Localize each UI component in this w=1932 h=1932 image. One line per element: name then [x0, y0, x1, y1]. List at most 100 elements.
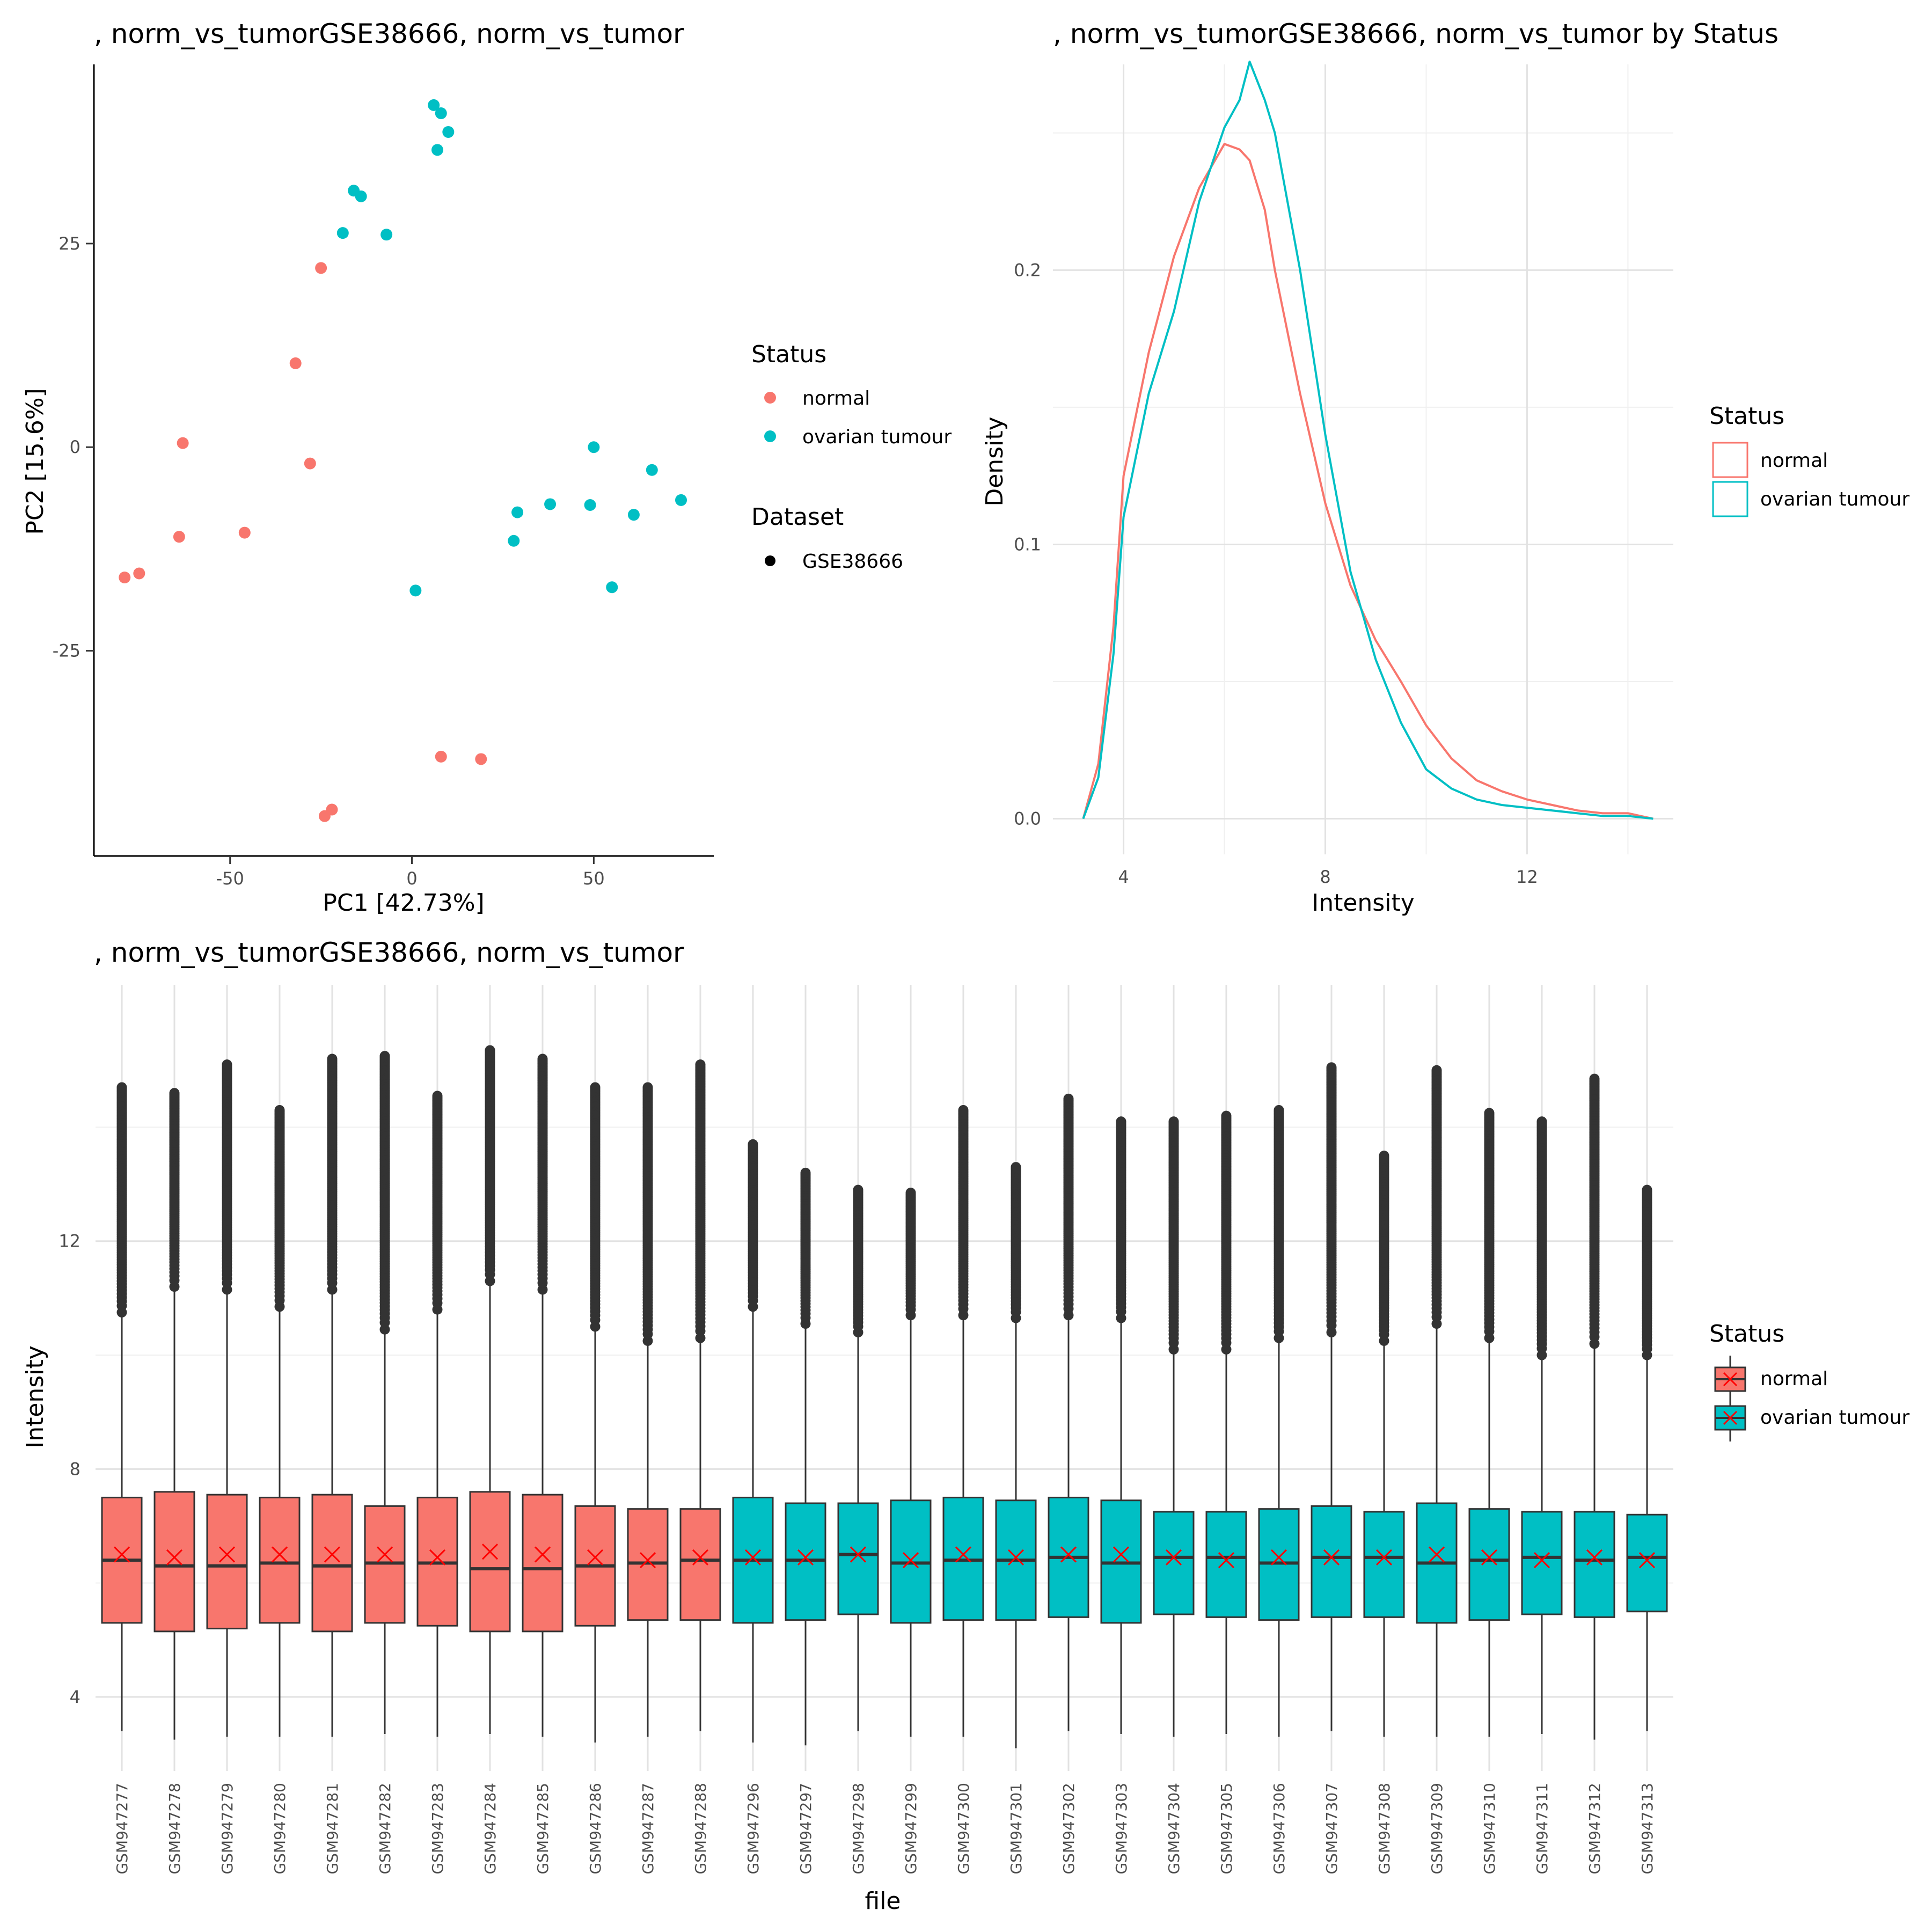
- pca-y-ticks: -25 0 25: [53, 233, 94, 661]
- box-outlier-point: [1589, 1073, 1600, 1084]
- box-outlier-point: [537, 1053, 548, 1064]
- box-gsm947296: [732, 1139, 774, 1743]
- box-outlier-point: [1484, 1108, 1495, 1118]
- box-mean-marker: [1270, 1549, 1287, 1565]
- boxplot-x-tick-label: GSM947297: [797, 1783, 815, 1875]
- box-outlier-point: [1326, 1062, 1337, 1073]
- boxplot-x-tick-label: GSM947305: [1218, 1783, 1235, 1875]
- box-gsm947285: [522, 1053, 564, 1737]
- box-outlier-point: [958, 1105, 969, 1116]
- pca-legend-status-title: Status: [751, 341, 826, 368]
- box-mean-marker: [1428, 1546, 1445, 1563]
- box-gsm947288: [679, 1059, 721, 1731]
- pca-point-normal-3: [177, 437, 189, 449]
- box-gsm947300: [942, 1105, 984, 1737]
- box-outlier-point: [1274, 1105, 1284, 1116]
- box-gsm947313: [1626, 1184, 1668, 1731]
- density-line-normal: [1082, 143, 1653, 820]
- box-body: [1521, 1511, 1563, 1615]
- box-body: [469, 1491, 511, 1633]
- boxplot-x-tick-label: GSM947277: [113, 1783, 131, 1875]
- boxplot-y-tick-label: 8: [70, 1459, 80, 1479]
- box-outlier-point: [432, 1091, 443, 1101]
- pca-point-ovarian-tumour-7: [336, 227, 349, 239]
- box-outlier-point: [1431, 1065, 1442, 1075]
- box-mean-marker: [1007, 1549, 1024, 1565]
- pca-x-axis-title: PC1 [42.73%]: [323, 889, 484, 917]
- pca-point-ovarian-tumour-9: [588, 441, 600, 453]
- pca-point-normal-8: [119, 572, 131, 584]
- pca-point-normal-7: [133, 567, 145, 580]
- box-body: [837, 1502, 879, 1615]
- density-x-tick-label: 8: [1320, 867, 1330, 887]
- pca-point-normal-5: [238, 526, 251, 539]
- box-mean-marker: [797, 1549, 814, 1565]
- box-mean-marker: [1533, 1552, 1550, 1569]
- box-body: [1311, 1505, 1352, 1618]
- pca-point-normal-1: [315, 262, 327, 274]
- density-line-ovarian-tumour: [1082, 60, 1653, 820]
- pca-point-normal-2: [289, 357, 302, 369]
- box-gsm947277: [101, 1082, 143, 1731]
- boxplot-x-tick-label: GSM947288: [692, 1783, 709, 1875]
- boxplot-x-tick-label: GSM947313: [1638, 1783, 1656, 1875]
- density-x-axis-title: Intensity: [1312, 889, 1415, 917]
- box-outlier-point: [485, 1045, 495, 1056]
- boxplot-x-tick-label: GSM947285: [534, 1783, 552, 1875]
- box-mean-marker: [1323, 1549, 1340, 1565]
- boxplot-y-ticks: 4 8 12: [58, 1231, 80, 1707]
- pca-legend-dataset-title: Dataset: [751, 503, 844, 531]
- density-x-tick-label: 4: [1118, 867, 1129, 887]
- box-gsm947286: [574, 1082, 616, 1743]
- box-outlier-point: [590, 1082, 601, 1093]
- box-outlier-point: [1011, 1162, 1021, 1173]
- box-outlier-point: [327, 1053, 338, 1064]
- box-outlier-point: [274, 1105, 285, 1116]
- box-outlier-point: [853, 1184, 863, 1195]
- boxplot-x-tick-label: GSM947300: [955, 1783, 972, 1875]
- density-legend-key-normal: [1712, 442, 1748, 478]
- box-gsm947283: [416, 1091, 458, 1737]
- boxplot-x-tick-label: GSM947282: [376, 1783, 394, 1875]
- boxplot-title: , norm_vs_tumorGSE38666, norm_vs_tumor: [94, 937, 684, 968]
- pca-legend-label-ovarian-tumour: ovarian tumour: [802, 426, 952, 448]
- boxplot-x-tick-label: GSM947307: [1323, 1783, 1341, 1875]
- box-gsm947299: [890, 1187, 932, 1737]
- box-mean-marker: [1060, 1546, 1077, 1563]
- density-legend-key-ovarian-tumour: [1712, 481, 1748, 517]
- box-mean-marker: [1165, 1549, 1182, 1565]
- boxplot-x-tick-label: GSM947312: [1586, 1783, 1604, 1875]
- box-gsm947307: [1311, 1062, 1352, 1731]
- boxplot-legend: Status normal ovarian tumour: [1709, 1320, 1909, 1441]
- boxplot-boxes: [101, 1045, 1668, 1748]
- box-gsm947309: [1416, 1065, 1458, 1737]
- box-outlier-point: [169, 1088, 180, 1099]
- boxplot-panel: , norm_vs_tumorGSE38666, norm_vs_tumor 4…: [21, 937, 1909, 1915]
- box-gsm947303: [1100, 1116, 1142, 1734]
- box-mean-marker: [1586, 1549, 1603, 1565]
- box-mean-marker: [692, 1549, 709, 1565]
- box-gsm947287: [627, 1082, 669, 1737]
- box-gsm947281: [311, 1053, 353, 1737]
- pca-point-ovarian-tumour-13: [584, 499, 596, 511]
- box-body: [1153, 1511, 1195, 1615]
- pca-point-ovarian-tumour-14: [511, 506, 524, 518]
- density-panel: , norm_vs_tumorGSE38666, norm_vs_tumor b…: [981, 18, 1909, 917]
- pca-legend: Status normal ovarian tumour Dataset GSE…: [751, 341, 952, 573]
- box-gsm947306: [1258, 1105, 1300, 1737]
- box-mean-marker: [955, 1546, 972, 1563]
- box-body: [206, 1494, 248, 1630]
- box-body: [1626, 1513, 1668, 1613]
- box-outlier-point: [642, 1082, 653, 1093]
- pca-point-ovarian-tumour-17: [409, 584, 422, 597]
- boxplot-x-tick-label: GSM947286: [587, 1783, 604, 1875]
- pca-y-tick-label: 25: [58, 233, 80, 254]
- pca-point-normal-6: [173, 531, 185, 543]
- box-outlier-point: [1642, 1184, 1652, 1195]
- density-x-ticks: 4 8 12: [1118, 867, 1538, 887]
- box-gsm947280: [259, 1105, 301, 1737]
- box-gsm947282: [364, 1051, 406, 1734]
- pca-point-ovarian-tumour-18: [606, 581, 618, 594]
- pca-point-ovarian-tumour-2: [435, 107, 447, 120]
